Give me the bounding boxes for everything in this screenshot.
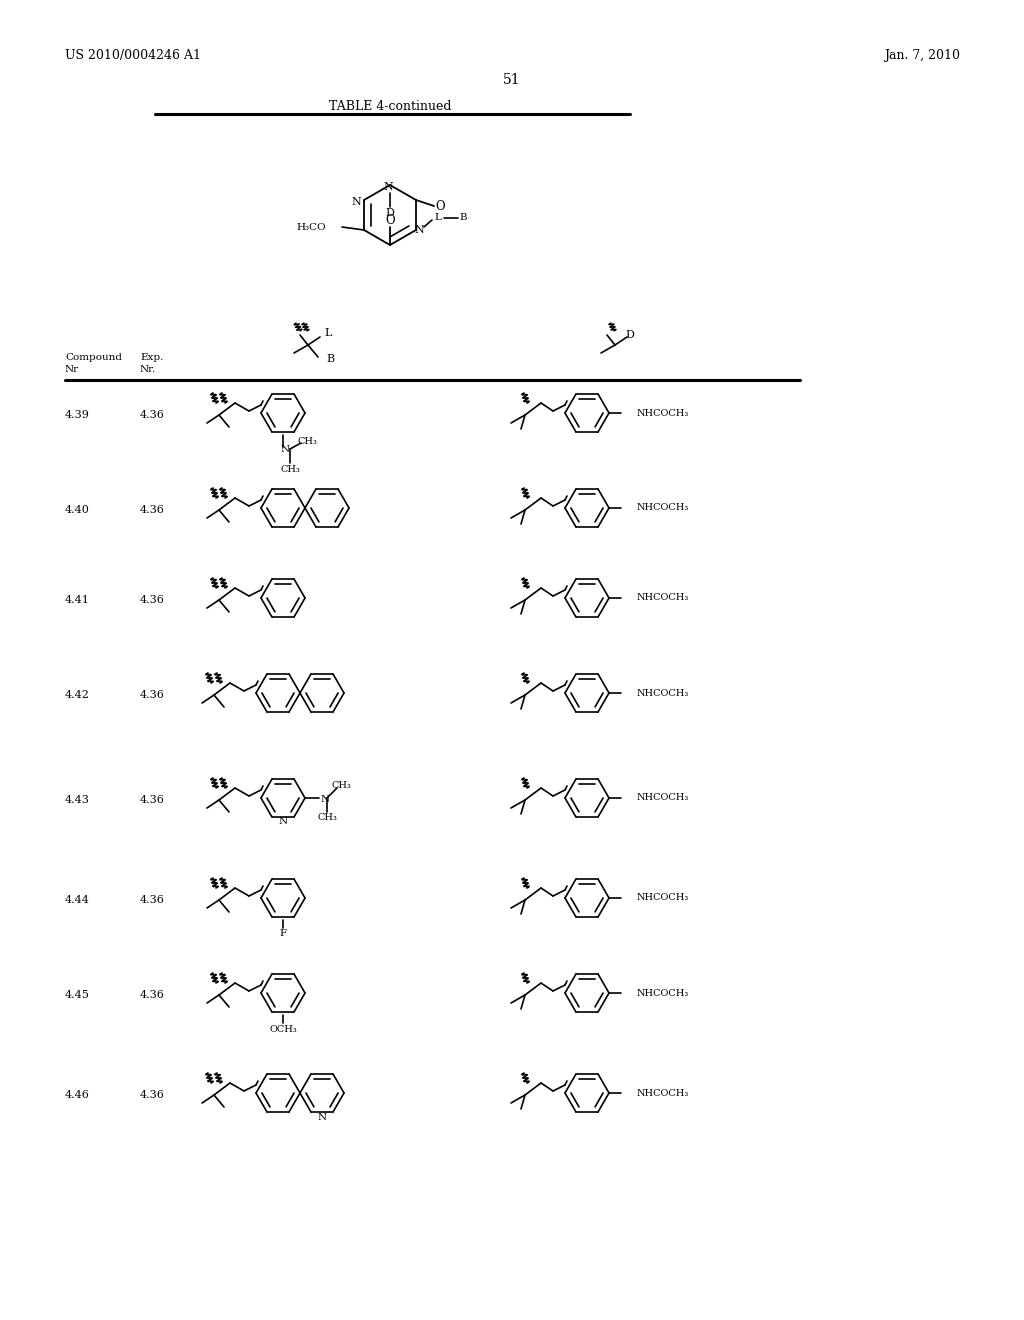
Text: O: O xyxy=(435,201,444,214)
Text: Nr.: Nr. xyxy=(140,366,157,375)
Text: 4.36: 4.36 xyxy=(140,795,165,805)
Text: CH₃: CH₃ xyxy=(297,437,317,446)
Text: 4.36: 4.36 xyxy=(140,411,165,420)
Text: NHCOCH₃: NHCOCH₃ xyxy=(637,408,689,417)
Text: N: N xyxy=(317,1113,327,1122)
Text: 4.36: 4.36 xyxy=(140,895,165,906)
Text: 4.41: 4.41 xyxy=(65,595,90,605)
Text: 4.43: 4.43 xyxy=(65,795,90,805)
Text: L: L xyxy=(325,327,332,338)
Text: NHCOCH₃: NHCOCH₃ xyxy=(637,594,689,602)
Text: Compound: Compound xyxy=(65,354,122,363)
Text: L: L xyxy=(434,214,441,223)
Text: TABLE 4-continued: TABLE 4-continued xyxy=(329,100,452,114)
Text: 4.36: 4.36 xyxy=(140,690,165,700)
Text: N: N xyxy=(321,795,330,804)
Text: NHCOCH₃: NHCOCH₃ xyxy=(637,894,689,903)
Text: NHCOCH₃: NHCOCH₃ xyxy=(637,503,689,512)
Text: OCH₃: OCH₃ xyxy=(269,1026,297,1035)
Text: O: O xyxy=(385,214,395,227)
Text: 4.45: 4.45 xyxy=(65,990,90,1001)
Text: N: N xyxy=(351,197,360,207)
Text: CH₃: CH₃ xyxy=(280,465,300,474)
Text: 4.40: 4.40 xyxy=(65,506,90,515)
Text: 4.36: 4.36 xyxy=(140,506,165,515)
Text: 4.46: 4.46 xyxy=(65,1090,90,1100)
Text: F: F xyxy=(280,929,287,939)
Text: B: B xyxy=(459,214,467,223)
Text: 4.39: 4.39 xyxy=(65,411,90,420)
Text: NHCOCH₃: NHCOCH₃ xyxy=(637,793,689,803)
Text: CH₃: CH₃ xyxy=(317,813,337,822)
Text: Jan. 7, 2010: Jan. 7, 2010 xyxy=(884,49,961,62)
Text: D: D xyxy=(386,209,394,218)
Text: 4.36: 4.36 xyxy=(140,1090,165,1100)
Text: NHCOCH₃: NHCOCH₃ xyxy=(637,989,689,998)
Text: 4.42: 4.42 xyxy=(65,690,90,700)
Text: D: D xyxy=(626,330,635,341)
Text: B: B xyxy=(326,354,334,364)
Text: 4.36: 4.36 xyxy=(140,990,165,1001)
Text: 4.36: 4.36 xyxy=(140,595,165,605)
Text: US 2010/0004246 A1: US 2010/0004246 A1 xyxy=(65,49,201,62)
Text: N: N xyxy=(414,224,424,235)
Text: 51: 51 xyxy=(503,73,521,87)
Text: Nr: Nr xyxy=(65,366,79,375)
Text: CH₃: CH₃ xyxy=(331,781,351,791)
Text: Exp.: Exp. xyxy=(140,354,164,363)
Text: NHCOCH₃: NHCOCH₃ xyxy=(637,1089,689,1097)
Text: 4.44: 4.44 xyxy=(65,895,90,906)
Text: N: N xyxy=(383,182,393,191)
Text: NHCOCH₃: NHCOCH₃ xyxy=(637,689,689,697)
Text: N: N xyxy=(281,445,290,454)
Text: H₃CO: H₃CO xyxy=(296,223,326,231)
Text: N: N xyxy=(279,817,288,826)
